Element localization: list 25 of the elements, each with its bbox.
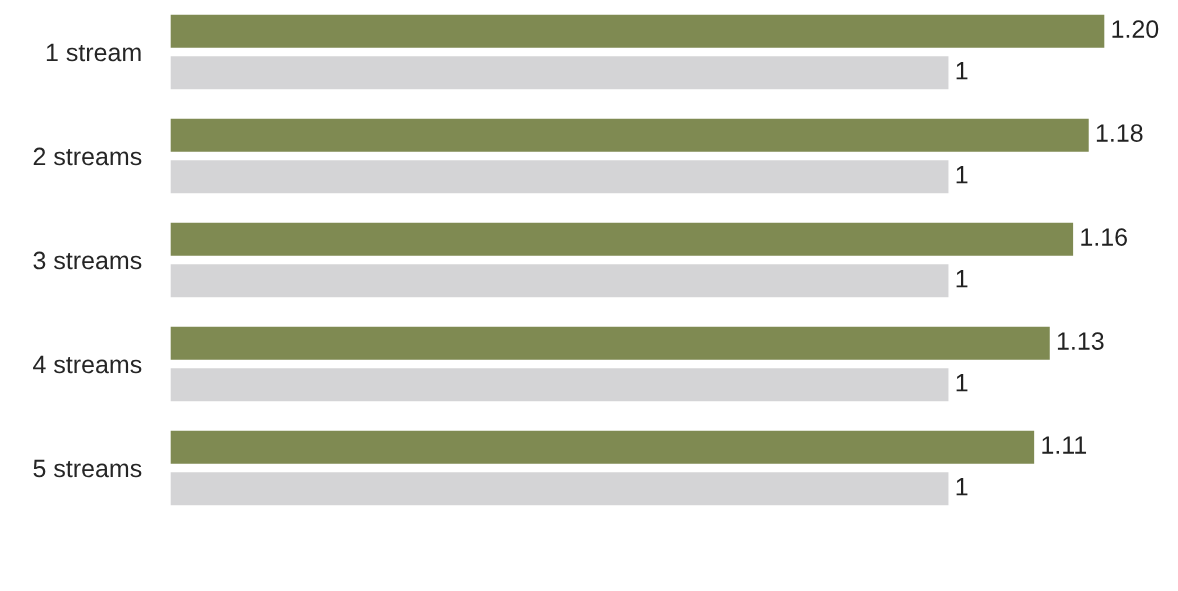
y-tick-label: 1 stream — [46, 43, 141, 62]
data-label: 1.11 — [1042, 436, 1087, 454]
data-label: 1.18 — [1096, 124, 1143, 142]
y-tick-label: 5 streams — [33, 459, 142, 478]
bar — [170, 54, 950, 91]
data-label: 1 — [956, 478, 968, 496]
bar — [170, 429, 1036, 466]
data-label: 1.16 — [1081, 228, 1127, 246]
bar — [170, 158, 950, 195]
data-label: 1.20 — [1112, 20, 1159, 38]
data-label: 1 — [956, 166, 968, 184]
y-tick-label: 3 streams — [33, 251, 142, 270]
bar — [170, 325, 1052, 362]
y-tick-label: 2 streams — [33, 147, 142, 166]
bar — [170, 366, 950, 403]
data-label: 1 — [956, 374, 968, 392]
bar — [170, 470, 950, 507]
bar — [170, 262, 950, 299]
data-label: 1 — [956, 62, 968, 80]
bar — [170, 117, 1091, 154]
bar — [170, 221, 1075, 258]
y-tick-label: 4 streams — [33, 355, 142, 374]
bar — [170, 13, 1105, 50]
data-label: 1.13 — [1057, 332, 1104, 350]
data-label: 1 — [956, 270, 968, 288]
